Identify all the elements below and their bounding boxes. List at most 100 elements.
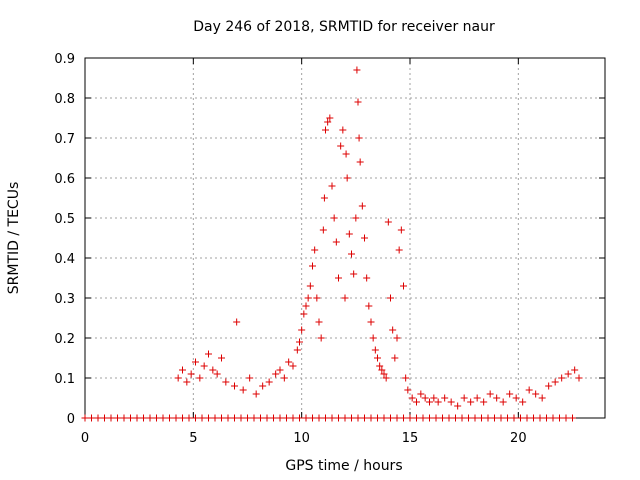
data-point <box>434 398 442 406</box>
data-point <box>393 334 401 342</box>
data-point <box>233 318 241 326</box>
data-point <box>185 414 193 422</box>
data-point <box>406 414 414 422</box>
data-point <box>426 414 433 422</box>
data-point <box>404 386 412 394</box>
data-point <box>478 414 485 422</box>
data-point <box>322 414 329 422</box>
data-point <box>545 382 553 390</box>
data-point <box>367 318 375 326</box>
y-tick-label: 0.1 <box>54 372 75 387</box>
data-point <box>198 414 206 422</box>
data-point <box>276 366 284 374</box>
data-point <box>324 118 332 126</box>
data-point <box>382 374 390 382</box>
x-tick-label: 15 <box>402 431 419 446</box>
data-point <box>408 394 416 402</box>
y-tick-label: 0.4 <box>54 252 75 267</box>
y-tick-label: 0.8 <box>54 92 75 107</box>
data-point <box>320 194 328 202</box>
data-point <box>454 402 462 410</box>
y-tick-label: 0.3 <box>54 292 75 307</box>
y-tick-label: 0.2 <box>54 332 75 347</box>
data-point <box>239 386 247 394</box>
data-point <box>467 398 475 406</box>
data-point <box>296 338 303 346</box>
data-point <box>289 414 297 422</box>
data-point <box>421 394 429 402</box>
data-point <box>486 390 494 398</box>
data-point <box>384 218 392 226</box>
data-point <box>280 374 288 382</box>
data-point <box>413 414 420 422</box>
data-point <box>348 414 355 422</box>
data-point <box>353 66 361 74</box>
data-point <box>371 346 379 354</box>
data-point <box>311 246 319 254</box>
data-point <box>326 114 334 122</box>
data-point <box>342 150 350 158</box>
data-point <box>471 414 479 422</box>
data-point <box>387 294 394 302</box>
data-point <box>218 414 225 422</box>
data-point <box>133 414 141 422</box>
data-point <box>317 334 325 342</box>
data-point <box>374 354 381 362</box>
data-point <box>343 174 351 182</box>
x-tick-label: 20 <box>510 431 527 446</box>
data-point <box>205 350 212 358</box>
data-point <box>332 238 340 246</box>
data-point <box>365 302 373 310</box>
data-point <box>341 294 349 302</box>
data-point <box>549 414 557 422</box>
data-point <box>506 390 514 398</box>
data-point <box>114 414 121 422</box>
data-point <box>328 182 336 190</box>
data-point <box>352 214 360 222</box>
data-point <box>222 378 230 386</box>
data-point <box>302 414 310 422</box>
data-point <box>378 366 386 374</box>
data-point <box>127 414 134 422</box>
data-point <box>354 98 362 106</box>
data-point <box>179 414 186 422</box>
data-point <box>517 414 524 422</box>
data-point <box>361 414 368 422</box>
data-point <box>213 370 221 378</box>
data-point <box>335 414 342 422</box>
data-point <box>395 246 403 254</box>
data-point <box>348 250 355 258</box>
data-point <box>397 226 405 234</box>
data-point <box>391 354 399 362</box>
data-point <box>140 414 147 422</box>
data-point <box>315 318 323 326</box>
data-point <box>172 414 180 422</box>
data-point <box>551 378 559 386</box>
ticks: 0 0.1 0.2 0.3 0.4 0.5 0.6 0.7 0.8 0.9 0 5 10 15 20 <box>54 52 605 446</box>
data-point <box>367 414 375 422</box>
data-point <box>265 378 273 386</box>
data-point <box>153 414 160 422</box>
y-tick-label: 0.7 <box>54 132 75 147</box>
data-point <box>174 374 182 382</box>
data-point <box>530 414 537 422</box>
data-point <box>257 414 264 422</box>
data-point <box>361 234 368 242</box>
data-point <box>107 414 115 422</box>
data-point <box>562 414 570 422</box>
data-point <box>519 398 527 406</box>
data-point <box>330 214 338 222</box>
data-point <box>447 398 455 406</box>
data-point <box>339 126 347 134</box>
chart-title: Day 246 of 2018, SRMTID for receiver nau… <box>193 19 495 35</box>
data-point <box>224 414 232 422</box>
data-point <box>296 414 303 422</box>
data-point <box>306 282 314 290</box>
data-point <box>192 414 199 422</box>
data-point <box>244 414 251 422</box>
y-tick-label: 0 <box>67 412 75 427</box>
data-point <box>350 270 358 278</box>
data-point <box>209 366 217 374</box>
data-point <box>493 394 501 402</box>
data-point <box>525 386 533 394</box>
